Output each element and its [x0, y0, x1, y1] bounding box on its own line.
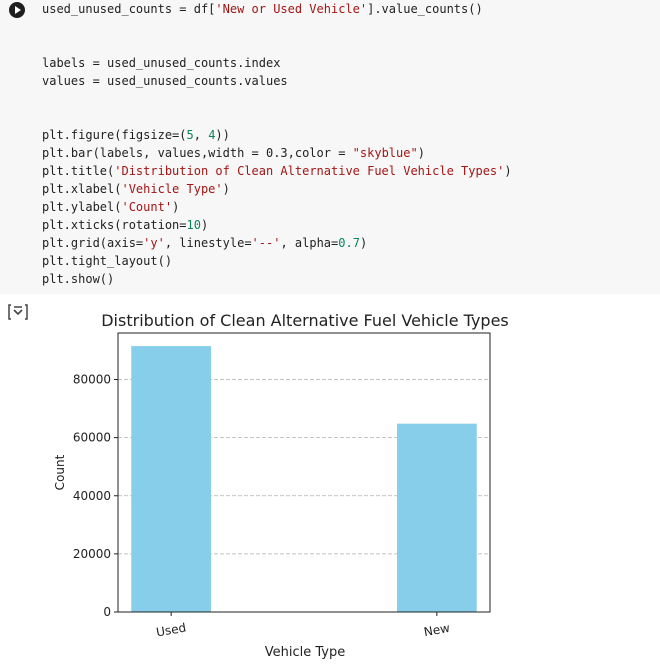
- code-line: values = used_unused_counts.values: [42, 74, 288, 88]
- code-cell[interactable]: used_unused_counts = df['New or Used Veh…: [0, 0, 660, 294]
- bar: [131, 346, 211, 612]
- code-line: plt.bar(labels, values,width = 0.3,color…: [42, 146, 425, 160]
- output-toggle-icon[interactable]: [7, 302, 29, 322]
- play-icon[interactable]: [9, 2, 25, 18]
- code-line: [42, 108, 512, 126]
- y-tick-label: 60000: [73, 431, 111, 445]
- code-editor[interactable]: used_unused_counts = df['New or Used Veh…: [42, 0, 512, 288]
- code-line: plt.grid(axis='y', linestyle='--', alpha…: [42, 236, 368, 250]
- code-line: plt.title('Distribution of Clean Alterna…: [42, 164, 512, 178]
- bar-chart: Distribution of Clean Alternative Fuel V…: [53, 311, 509, 660]
- code-line: [42, 36, 512, 54]
- y-tick-label: 80000: [73, 373, 111, 387]
- code-line: plt.xlabel('Vehicle Type'): [42, 182, 230, 196]
- code-line: [42, 18, 512, 36]
- x-axis-label: Vehicle Type: [265, 645, 345, 660]
- bar: [397, 423, 477, 612]
- y-axis-label: Count: [53, 454, 67, 490]
- y-tick-label: 40000: [73, 489, 111, 503]
- x-tick-label: New: [423, 621, 451, 639]
- code-line: plt.tight_layout(): [42, 254, 173, 268]
- code-line: labels = used_unused_counts.index: [42, 56, 281, 70]
- code-line: plt.ylabel('Count'): [42, 200, 180, 214]
- code-line: plt.figure(figsize=(5, 4)): [42, 128, 230, 142]
- code-line: plt.xticks(rotation=10): [42, 218, 209, 232]
- code-line: used_unused_counts = df['New or Used Veh…: [42, 2, 483, 16]
- y-tick-label: 20000: [73, 547, 111, 561]
- x-tick-label: Used: [155, 620, 187, 639]
- plot-frame: [117, 332, 491, 613]
- chart-output: Distribution of Clean Alternative Fuel V…: [0, 294, 660, 663]
- code-line: [42, 90, 512, 108]
- chart-title: Distribution of Clean Alternative Fuel V…: [101, 311, 509, 330]
- y-tick-label: 0: [103, 605, 111, 619]
- code-line: plt.show(): [42, 272, 115, 286]
